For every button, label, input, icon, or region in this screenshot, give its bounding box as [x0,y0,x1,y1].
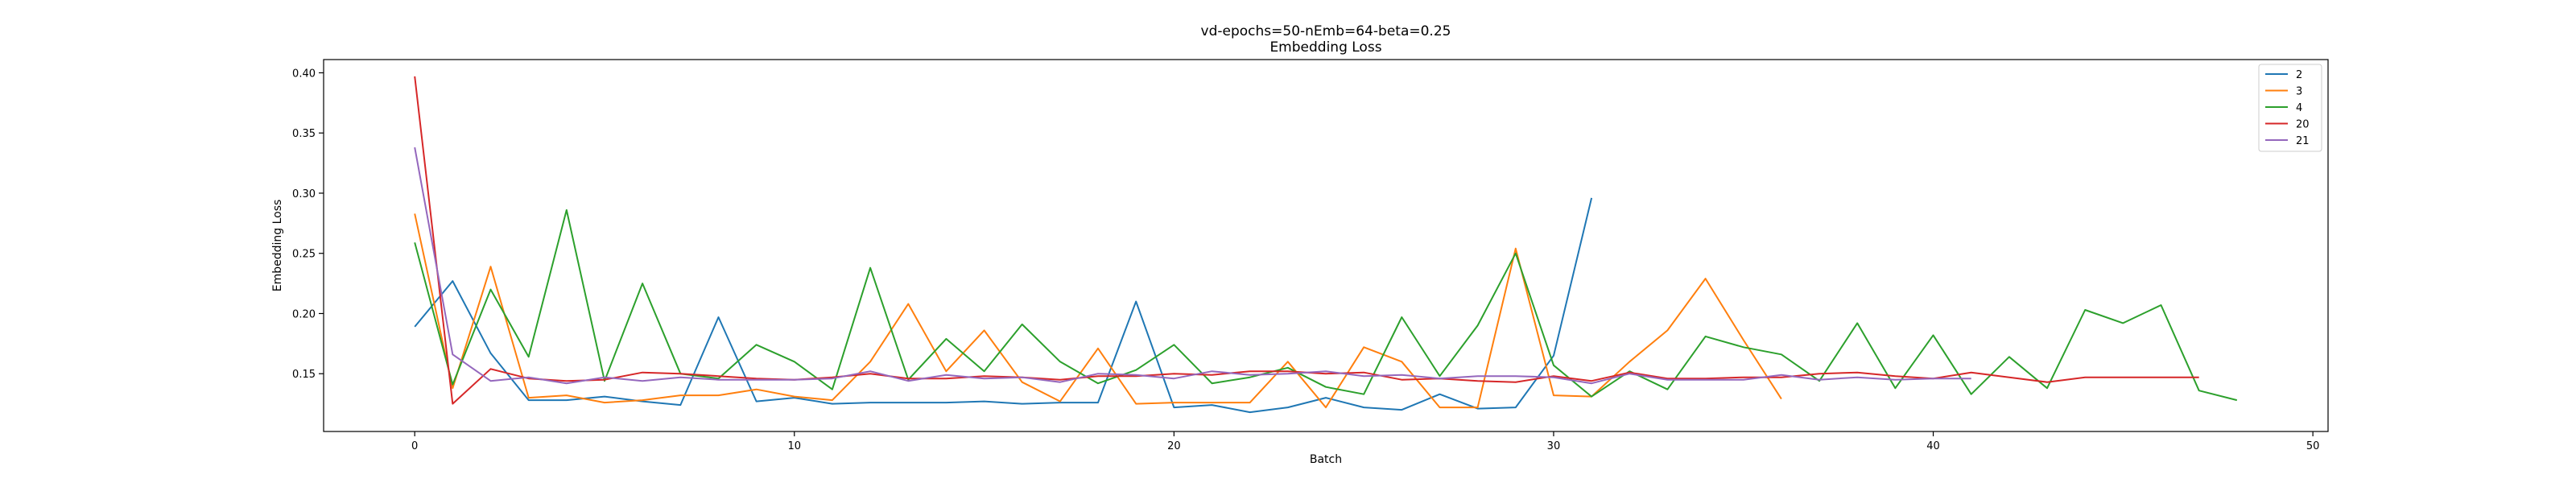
x-tick-label: 40 [1926,440,1940,452]
y-axis-label: Embedding Loss [271,200,284,292]
legend-label-3: 3 [2296,86,2302,98]
legend-box [2258,64,2322,152]
series-line-3 [414,213,1782,409]
x-tick-label: 50 [2306,440,2320,452]
chart-title: vd-epochs=50-nEmb=64-beta=0.25 [1201,23,1451,39]
x-tick-label: 30 [1547,440,1561,452]
y-tick-label: 0.35 [292,128,316,140]
x-tick-label: 10 [787,440,801,452]
y-tick-label: 0.20 [292,308,316,320]
x-axis-label: Batch [1310,453,1342,466]
plot-area-frame [323,59,2329,432]
y-tick-label: 0.40 [292,68,316,80]
legend: 2 3 4 20 21 [2258,64,2322,152]
legend-label-21: 21 [2296,135,2310,147]
legend-label-20: 20 [2296,119,2310,131]
y-tick-label: 0.25 [292,249,316,261]
y-tick-label: 0.30 [292,188,316,200]
x-tick-label: 20 [1167,440,1181,452]
series-layer [414,76,2238,414]
legend-label-4: 4 [2296,102,2302,114]
chart-subtitle: Embedding Loss [1269,39,1381,56]
series-line-21 [414,147,1971,385]
legend-label-2: 2 [2296,69,2302,81]
series-line-4 [414,208,2238,402]
y-axis-ticks: 0.15 0.20 0.25 0.30 0.35 0.40 [292,68,324,381]
series-line-2 [414,197,1593,414]
x-axis-ticks: 0 10 20 30 40 50 [411,431,2319,452]
x-tick-label: 0 [411,440,418,452]
y-tick-label: 0.15 [292,369,316,381]
